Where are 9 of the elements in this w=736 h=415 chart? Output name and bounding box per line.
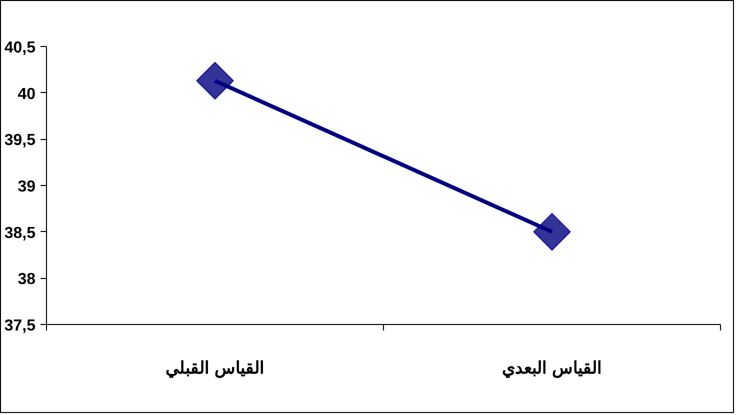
x-tick-label: القياس البعدي bbox=[502, 358, 602, 378]
y-tick-label: 40,5 bbox=[4, 40, 36, 56]
y-tick-label: 38 bbox=[18, 271, 36, 288]
y-tick-label: 37,5 bbox=[4, 318, 36, 334]
y-tick-label: 40 bbox=[18, 86, 36, 103]
y-tick-label: 39,5 bbox=[4, 132, 36, 150]
y-tick-label: 39 bbox=[18, 178, 36, 196]
x-tick-label: القياس القبلي bbox=[166, 358, 264, 378]
y-tick-label: 38,5 bbox=[4, 224, 36, 242]
